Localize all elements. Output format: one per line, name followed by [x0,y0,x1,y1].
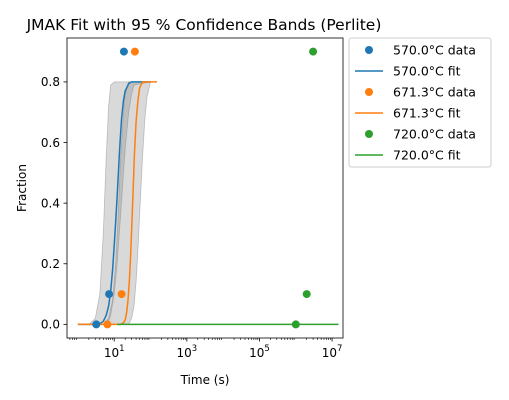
legend-frame [348,37,492,168]
confidence-band-671-3-c-fit [77,81,157,325]
legend-item-671-3-c-fit: 671.3°C fit [355,106,461,121]
y-tick-label: 0.2 [41,257,60,271]
legend: 570.0°C data 570.0°C fit 671.3°C data 671.3… [348,37,492,168]
legend-label: 720.0°C fit [393,148,461,163]
legend-label: 671.3°C fit [393,106,461,121]
legend-item-720-0-c-fit: 720.0°C fit [355,148,461,163]
legend-item-671-3-c-data: 671.3°C data [365,85,476,100]
fit-line-570-0-c-fit [77,81,151,326]
data-points [92,47,318,329]
chart-title: JMAK Fit with 95 % Confidence Bands (Per… [26,16,382,34]
legend-item-720-0-c-data: 720.0°C data [365,127,476,142]
data-point-570-0-c-data [119,47,128,56]
legend-marker [365,46,373,54]
x-tick-label: 101 [104,344,125,360]
legend-label: 570.0°C data [393,43,476,58]
x-axis-label: Time (s) [180,373,230,387]
data-point-720-0-c-data [309,47,318,56]
axes-frame [66,37,344,339]
legend-label: 671.3°C data [393,85,476,100]
legend-item-570-0-c-data: 570.0°C data [365,43,476,58]
legend-item-570-0-c-fit: 570.0°C fit [355,64,461,79]
y-tick-label: 0.8 [41,75,60,89]
legend-label: 570.0°C fit [393,64,461,79]
data-point-720-0-c-data [302,290,311,299]
x-tick-label: 103 [176,344,197,360]
y-tick-label: 0.6 [41,136,60,150]
data-point-671-3-c-data [117,290,126,299]
x-tick-label: 107 [322,344,343,360]
data-point-671-3-c-data [103,320,112,329]
y-axis: 0.0 0.2 0.4 0.6 0.8 [41,75,67,332]
data-point-720-0-c-data [291,320,300,329]
data-point-570-0-c-data [105,290,114,299]
legend-marker [365,88,373,96]
plot-area [77,47,339,329]
legend-label: 720.0°C data [393,127,476,142]
x-tick-label: 105 [249,344,270,360]
data-point-671-3-c-data [130,47,139,56]
data-point-570-0-c-data [92,320,101,329]
y-tick-label: 0.4 [41,196,60,210]
y-axis-label: Fraction [15,164,29,212]
x-axis: 101 103 105 107 [69,338,343,360]
legend-marker [365,130,373,138]
y-tick-label: 0.0 [41,318,60,332]
fit-lines [77,81,339,326]
